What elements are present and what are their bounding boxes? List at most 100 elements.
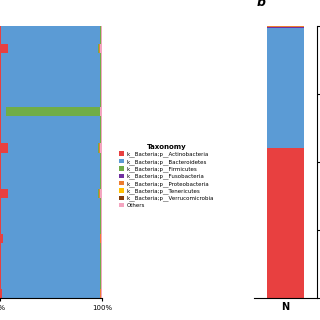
Bar bbox=[101, 243, 102, 252]
Bar bbox=[0, 198, 1, 207]
Bar bbox=[8, 143, 98, 153]
Legend: k__Bacteria;p__Actinobacteria, k__Bacteria;p__Bacteroidetes, k__Bacteria;p__Firm: k__Bacteria;p__Actinobacteria, k__Bacter… bbox=[118, 143, 215, 209]
Bar bbox=[101, 116, 102, 125]
Bar bbox=[6, 107, 100, 116]
Bar bbox=[101, 53, 102, 62]
Bar bbox=[1, 89, 100, 98]
Bar bbox=[100, 107, 102, 116]
Bar bbox=[101, 279, 102, 289]
Bar bbox=[267, 26, 304, 27]
Bar bbox=[0, 153, 1, 162]
Bar bbox=[267, 148, 304, 298]
Bar bbox=[1, 107, 6, 116]
Text: b: b bbox=[257, 0, 266, 9]
Bar bbox=[101, 125, 102, 134]
Bar bbox=[101, 62, 102, 71]
Bar bbox=[101, 134, 102, 143]
Bar bbox=[1, 180, 100, 189]
Bar bbox=[0, 80, 1, 89]
Bar bbox=[98, 44, 99, 53]
Bar bbox=[101, 71, 102, 80]
Bar bbox=[101, 171, 102, 180]
Bar bbox=[98, 143, 99, 153]
Bar bbox=[0, 134, 1, 143]
Bar bbox=[267, 27, 304, 28]
Bar bbox=[0, 252, 1, 261]
Bar bbox=[101, 234, 102, 243]
Bar bbox=[8, 189, 98, 198]
Bar bbox=[1, 116, 100, 125]
Bar bbox=[0, 53, 1, 62]
Bar bbox=[0, 207, 1, 216]
Bar bbox=[100, 234, 101, 243]
Bar bbox=[101, 289, 102, 298]
Bar bbox=[0, 270, 1, 279]
Bar bbox=[101, 35, 102, 44]
Bar bbox=[100, 44, 102, 53]
Bar bbox=[1, 279, 100, 289]
Bar bbox=[101, 252, 102, 261]
Bar bbox=[1, 261, 100, 270]
Bar bbox=[99, 44, 100, 53]
Bar bbox=[0, 107, 1, 116]
Bar bbox=[101, 198, 102, 207]
Bar bbox=[1, 243, 100, 252]
Bar bbox=[100, 289, 101, 298]
Bar bbox=[8, 44, 98, 53]
Bar bbox=[0, 44, 8, 53]
Bar bbox=[0, 162, 1, 171]
Bar bbox=[1, 270, 100, 279]
Bar bbox=[1, 171, 100, 180]
Bar bbox=[0, 243, 1, 252]
Bar bbox=[0, 71, 1, 80]
Bar bbox=[1, 98, 100, 107]
Bar bbox=[100, 189, 102, 198]
Bar bbox=[0, 216, 1, 225]
Bar bbox=[0, 279, 1, 289]
Bar bbox=[99, 143, 100, 153]
Bar bbox=[0, 225, 1, 234]
Bar bbox=[0, 98, 1, 107]
Bar bbox=[1, 80, 100, 89]
Bar bbox=[100, 143, 102, 153]
Bar bbox=[99, 189, 100, 198]
Bar bbox=[0, 89, 1, 98]
Bar bbox=[101, 180, 102, 189]
Bar bbox=[101, 98, 102, 107]
Bar bbox=[1, 134, 100, 143]
Bar bbox=[1, 252, 100, 261]
Bar bbox=[1, 35, 100, 44]
Bar bbox=[101, 216, 102, 225]
Bar bbox=[101, 207, 102, 216]
Bar bbox=[101, 162, 102, 171]
Bar bbox=[0, 143, 8, 153]
Bar bbox=[98, 189, 99, 198]
Bar bbox=[101, 26, 102, 35]
Bar bbox=[0, 116, 1, 125]
Bar bbox=[101, 153, 102, 162]
Bar bbox=[1, 153, 100, 162]
Bar bbox=[0, 289, 2, 298]
Bar bbox=[0, 26, 1, 35]
Bar bbox=[1, 198, 100, 207]
Bar bbox=[0, 171, 1, 180]
Bar bbox=[1, 125, 100, 134]
Bar bbox=[0, 234, 3, 243]
Bar bbox=[0, 125, 1, 134]
Bar bbox=[1, 26, 100, 35]
Bar bbox=[267, 28, 304, 148]
Bar bbox=[101, 225, 102, 234]
Bar bbox=[1, 53, 100, 62]
Bar bbox=[0, 189, 8, 198]
Bar bbox=[101, 80, 102, 89]
Bar bbox=[0, 62, 1, 71]
Bar bbox=[1, 225, 100, 234]
Bar bbox=[101, 261, 102, 270]
Bar bbox=[101, 270, 102, 279]
Bar bbox=[0, 35, 1, 44]
Bar bbox=[1, 207, 100, 216]
Bar bbox=[0, 180, 1, 189]
Bar bbox=[2, 289, 100, 298]
Bar bbox=[3, 234, 100, 243]
Bar bbox=[1, 71, 100, 80]
